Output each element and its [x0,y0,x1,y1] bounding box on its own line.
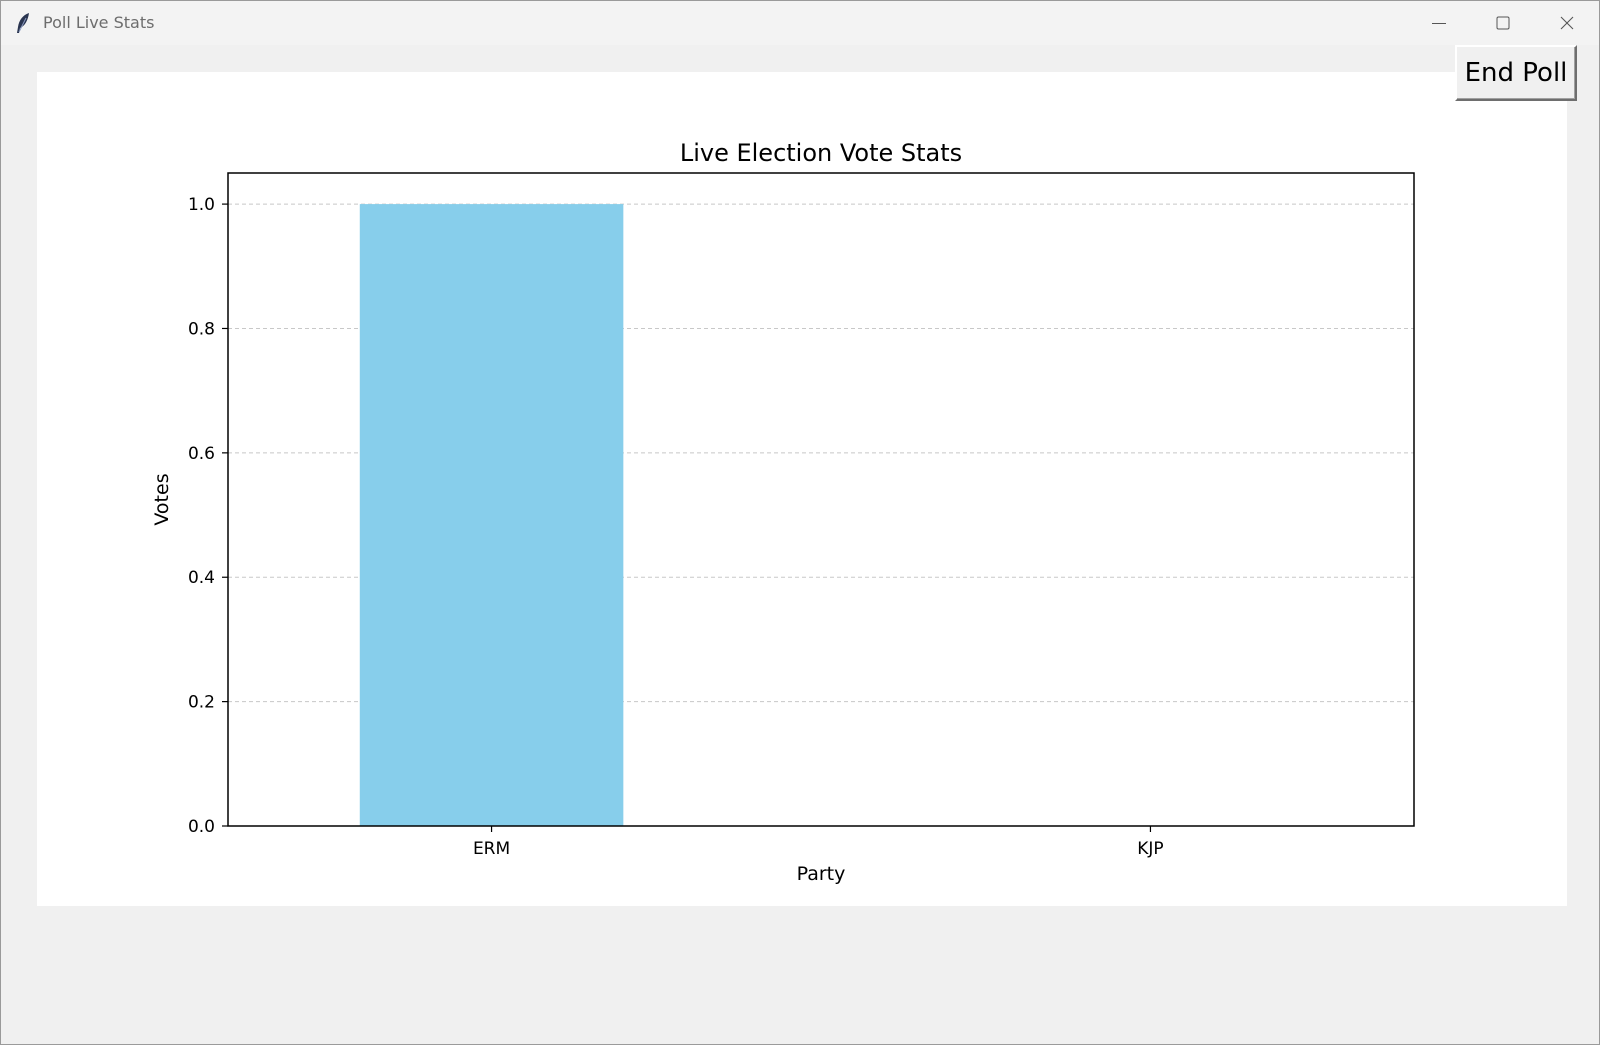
maximize-icon [1496,16,1510,30]
bar-erm [359,204,624,827]
chart-title: Live Election Vote Stats [680,139,962,167]
x-tick-label: KJP [1137,839,1163,859]
minimize-button[interactable] [1407,1,1471,45]
maximize-button[interactable] [1471,1,1535,45]
x-tick-label: ERM [473,839,510,859]
y-axis-label: Votes [151,473,173,525]
client-area: 0.0 0.2 0.4 0.6 0.8 1.0 ERM KJP Live Election V… [1,45,1599,1044]
close-button[interactable] [1535,1,1599,45]
window-title: Poll Live Stats [43,13,155,32]
y-tick-label: 0.8 [188,319,215,339]
axes-frame [227,172,1415,827]
close-icon [1560,16,1574,30]
y-tick-label: 0.2 [188,693,215,713]
y-tick-label: 0.4 [188,568,215,588]
minimize-icon [1432,23,1446,24]
title-bar[interactable]: Poll Live Stats [1,1,1599,45]
chart-canvas: 0.0 0.2 0.4 0.6 0.8 1.0 ERM KJP Live Election V… [37,72,1567,906]
y-tick-label: 0.6 [188,444,215,464]
y-tick-label: 1.0 [188,195,215,215]
bar-chart: 0.0 0.2 0.4 0.6 0.8 1.0 ERM KJP Live Election V… [151,139,1415,885]
y-tick-label: 0.0 [188,817,215,837]
x-axis-label: Party [797,863,846,885]
feather-icon [15,12,31,34]
end-poll-button[interactable]: End Poll [1455,45,1577,101]
